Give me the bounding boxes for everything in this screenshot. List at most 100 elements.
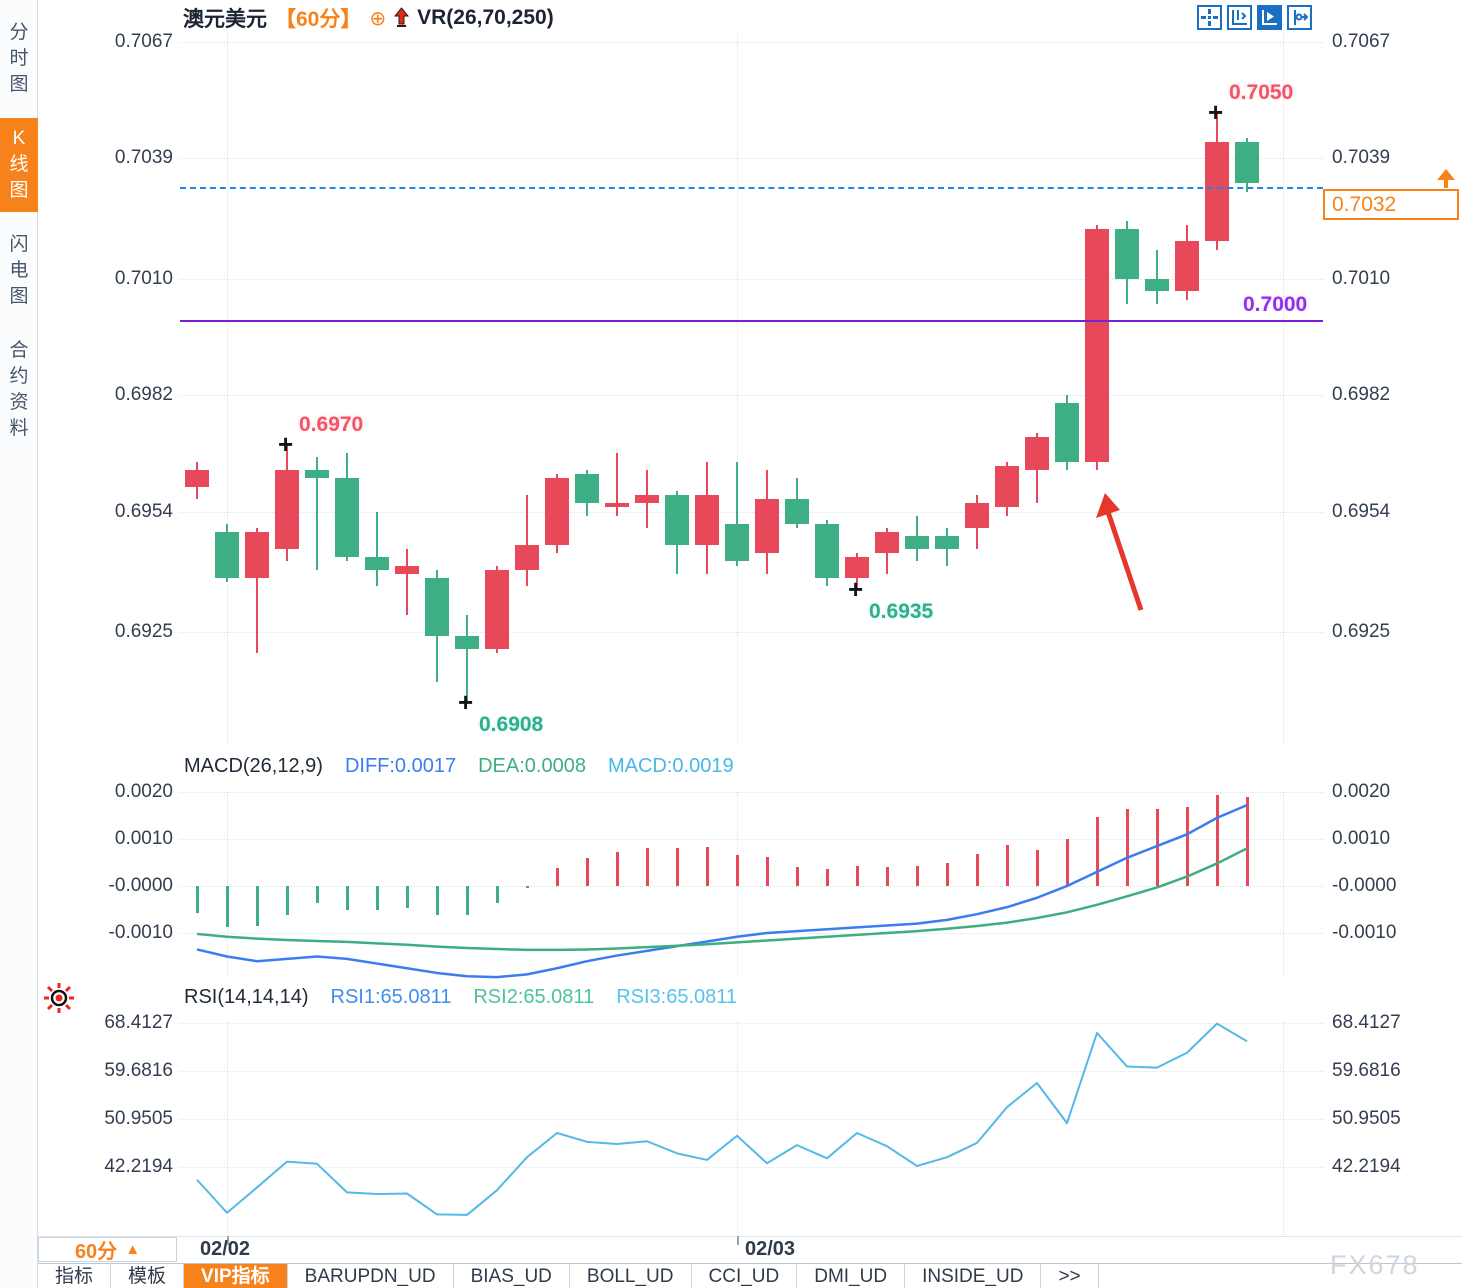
macd-histogram-bar — [196, 886, 199, 913]
tab-4[interactable]: BARUPDN_UD — [288, 1264, 454, 1288]
sidebar-item-char: 资 — [9, 392, 29, 413]
price-axis-tick-left: 0.7067 — [114, 31, 173, 52]
tab-1[interactable]: 指标 — [38, 1264, 112, 1288]
candle — [785, 499, 809, 524]
candle — [875, 532, 899, 554]
macd-histogram-bar — [376, 886, 379, 910]
crosshair-icon[interactable] — [1197, 5, 1222, 30]
tab-10[interactable]: >> — [1041, 1264, 1099, 1288]
candle — [1235, 141, 1259, 184]
macd-axis-tick-left: -0.0010 — [108, 922, 173, 943]
gridline-vertical — [1283, 1021, 1284, 1235]
period-label[interactable]: 【60分】 — [275, 8, 362, 31]
sidebar-item-1[interactable]: 分时图 — [0, 12, 38, 106]
tab-5[interactable]: BIAS_UD — [454, 1264, 570, 1288]
x-axis-date-label: 02/02 — [200, 1238, 251, 1260]
macd-histogram-bar — [1246, 796, 1249, 886]
x-axis-tick — [737, 1236, 739, 1245]
gridline — [180, 278, 1323, 280]
price-axis-tick-left: 0.6925 — [114, 621, 173, 642]
sidebar-item-3[interactable]: 闪电图 — [0, 224, 38, 318]
level-line-label: 0.7000 — [1243, 293, 1308, 317]
tab-7[interactable]: CCI_UD — [692, 1264, 798, 1288]
candle-wick — [736, 461, 738, 566]
price-axis-tick-right: 0.7039 — [1332, 147, 1391, 169]
gridline — [180, 158, 1323, 160]
sidebar-item-char: 约 — [9, 366, 29, 387]
macd-histogram-bar — [916, 865, 919, 886]
price-axis-tick-right: 0.6954 — [1332, 500, 1391, 522]
macd-histogram-bar — [766, 856, 769, 886]
macd-histogram-bar — [676, 847, 679, 886]
gridline — [180, 511, 1323, 513]
x-axis-tick — [227, 1236, 229, 1245]
macd-histogram-bar — [526, 886, 529, 888]
macd-histogram-bar — [556, 868, 559, 886]
tab-3[interactable]: VIP指标 — [184, 1264, 288, 1288]
fit-scale-icon[interactable] — [1227, 5, 1252, 30]
candle — [605, 503, 629, 508]
candle — [695, 494, 719, 545]
candle — [1085, 228, 1109, 462]
macd-histogram-bar — [346, 886, 349, 910]
rsi-axis-tick-left: 59.6816 — [104, 1060, 173, 1081]
gridline — [180, 1167, 1323, 1168]
gridline — [180, 632, 1323, 633]
price-axis-tick-right: 0.7010 — [1332, 267, 1391, 289]
gridline — [180, 933, 1323, 934]
macd-histogram-bar — [646, 847, 649, 886]
gridline — [180, 42, 1323, 43]
tab-9[interactable]: INSIDE_UD — [905, 1264, 1042, 1288]
gridline-vertical — [1283, 790, 1284, 977]
panel-separator — [38, 1236, 1462, 1237]
price-up-pointer-stem — [1444, 179, 1448, 188]
candle — [335, 478, 359, 558]
gridline — [180, 886, 1323, 887]
macd-histogram-bar — [826, 869, 829, 886]
macd-histogram-bar — [616, 852, 619, 886]
tab-8[interactable]: DMI_UD — [797, 1264, 906, 1288]
macd-histogram-bar — [406, 886, 409, 909]
candle — [185, 469, 209, 487]
pan-right-icon[interactable] — [1287, 5, 1312, 30]
sidebar-item-char: K — [12, 128, 26, 149]
rsi-axis-tick-left: 50.9505 — [104, 1108, 173, 1129]
x-axis-date-label: 02/03 — [745, 1238, 796, 1260]
macd-axis-tick-left: 0.0010 — [114, 828, 173, 849]
tab-6[interactable]: BOLL_UD — [570, 1264, 692, 1288]
macd-title[interactable]: MACD(26,12,9) — [184, 755, 323, 777]
gridline — [180, 839, 1323, 840]
candle — [1145, 278, 1169, 292]
gridline — [180, 1119, 1323, 1120]
auto-scroll-icon[interactable] — [1257, 5, 1282, 30]
candle — [365, 557, 389, 570]
sidebar-item-4[interactable]: 合约资料 — [0, 330, 38, 450]
add-indicator-icon[interactable]: ⊕ — [369, 7, 387, 30]
sidebar-item-char: 合 — [9, 340, 29, 361]
sidebar-item-char: 料 — [9, 418, 29, 439]
candle — [635, 494, 659, 504]
candle — [725, 523, 749, 562]
swing-label-0.7050: 0.7050 — [1229, 80, 1294, 104]
macd-axis-tick-right: 0.0020 — [1332, 781, 1391, 802]
candle — [845, 557, 869, 578]
alert-sun-icon[interactable] — [44, 983, 74, 1013]
candle — [515, 544, 539, 570]
candle — [575, 474, 599, 504]
tab-2[interactable]: 模板 — [111, 1264, 185, 1288]
candle-wick — [526, 494, 528, 587]
rsi-title[interactable]: RSI(14,14,14) — [184, 986, 309, 1008]
macd-histogram-bar — [706, 846, 709, 886]
candle — [485, 569, 509, 649]
annotation-arrow — [1105, 511, 1144, 611]
rsi-axis-tick-left: 68.4127 — [104, 1012, 173, 1033]
candle — [215, 532, 239, 578]
gridline — [180, 1071, 1323, 1072]
period-selector[interactable]: 60分 ▲ — [38, 1237, 177, 1263]
price-axis-tick-right: 0.6982 — [1332, 384, 1391, 406]
rsi-axis-tick-right: 50.9505 — [1332, 1108, 1401, 1129]
macd-histogram-bar — [1126, 808, 1129, 886]
rsi-axis-tick-right: 68.4127 — [1332, 1012, 1401, 1033]
